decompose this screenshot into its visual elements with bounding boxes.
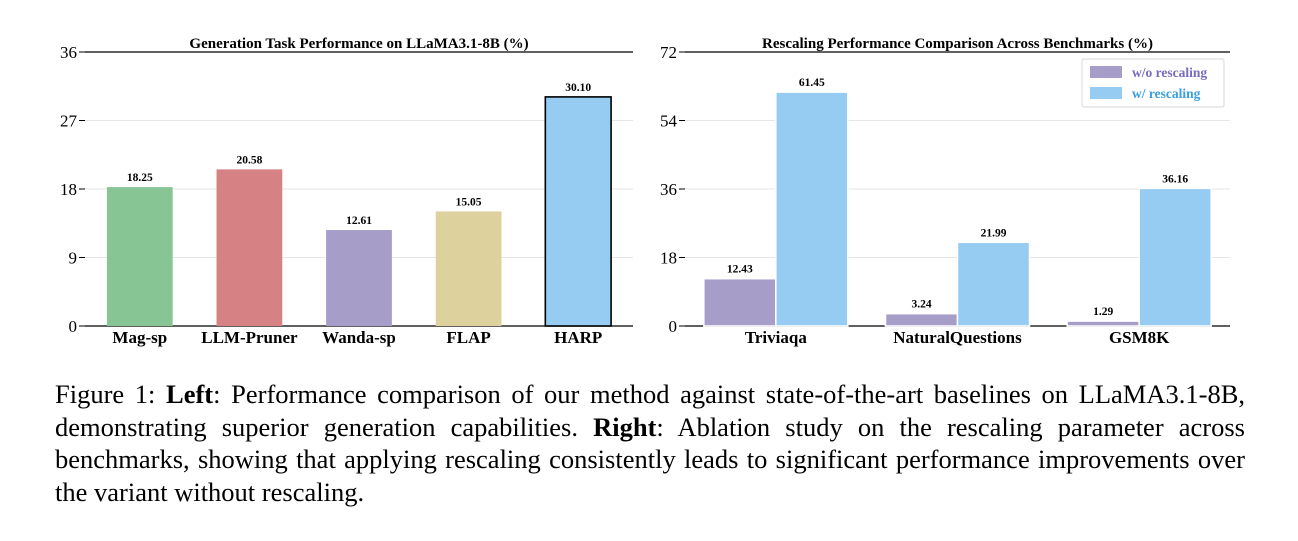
y-tick-label: 0 (69, 317, 78, 336)
data-label: 30.10 (565, 82, 591, 94)
bar (775, 91, 849, 327)
data-label: 3.24 (911, 299, 931, 311)
y-tick-label: 27 (60, 112, 78, 131)
bar (216, 169, 283, 326)
y-tick-label: 72 (660, 43, 677, 62)
data-label: 15.05 (456, 196, 482, 208)
y-tick-label: 9 (69, 249, 78, 268)
figure-caption: Figure 1: Left: Performance comparison o… (55, 378, 1245, 508)
bar (1066, 320, 1140, 327)
bar (884, 312, 959, 327)
data-label: 1.29 (1093, 306, 1113, 318)
chart-title: Rescaling Performance Comparison Across … (762, 36, 1153, 52)
caption-left-label: Left (166, 379, 214, 409)
bar (326, 230, 392, 326)
legend-swatch (1090, 66, 1122, 78)
bar (544, 96, 612, 327)
data-label: 12.61 (346, 215, 372, 227)
bar (435, 211, 502, 326)
bar (1138, 187, 1212, 327)
x-tick-label: HARP (554, 328, 602, 347)
x-tick-label: Mag-sp (112, 328, 167, 347)
x-tick-label: Triviaqa (745, 328, 808, 347)
data-label: 18.25 (127, 172, 153, 184)
data-label: 21.99 (981, 227, 1007, 239)
data-label: 61.45 (799, 77, 825, 89)
figure-charts: Generation Task Performance on LLaMA3.1-… (60, 36, 1230, 347)
legend-label: w/ rescaling (1132, 86, 1201, 101)
x-tick-label: GSM8K (1109, 328, 1170, 347)
x-tick-label: Wanda-sp (322, 328, 396, 347)
y-tick-label: 18 (60, 180, 77, 199)
legend-label: w/o rescaling (1132, 65, 1207, 80)
bar (703, 277, 777, 327)
y-tick-label: 36 (660, 180, 677, 199)
x-tick-label: NaturalQuestions (893, 328, 1022, 347)
x-tick-label: LLM-Pruner (201, 328, 298, 347)
legend-swatch (1090, 87, 1122, 99)
caption-right-label: Right (593, 411, 657, 442)
caption-right-text: : Ablation study on the rescaling parame… (55, 411, 1245, 507)
bar (956, 241, 1031, 327)
chart-title: Generation Task Performance on LLaMA3.1-… (189, 36, 528, 52)
data-label: 20.58 (236, 154, 262, 166)
caption-figure-label: Figure 1: (55, 379, 156, 409)
data-label: 36.16 (1162, 173, 1188, 185)
x-tick-label: FLAP (446, 328, 490, 347)
y-tick-label: 54 (660, 112, 678, 131)
y-tick-label: 0 (669, 317, 678, 336)
caption-left-text: : Performance comparison of our method a… (55, 379, 1246, 442)
data-label: 12.43 (727, 264, 753, 276)
y-tick-label: 36 (60, 43, 77, 62)
y-tick-label: 18 (660, 249, 677, 268)
bar (106, 187, 173, 326)
